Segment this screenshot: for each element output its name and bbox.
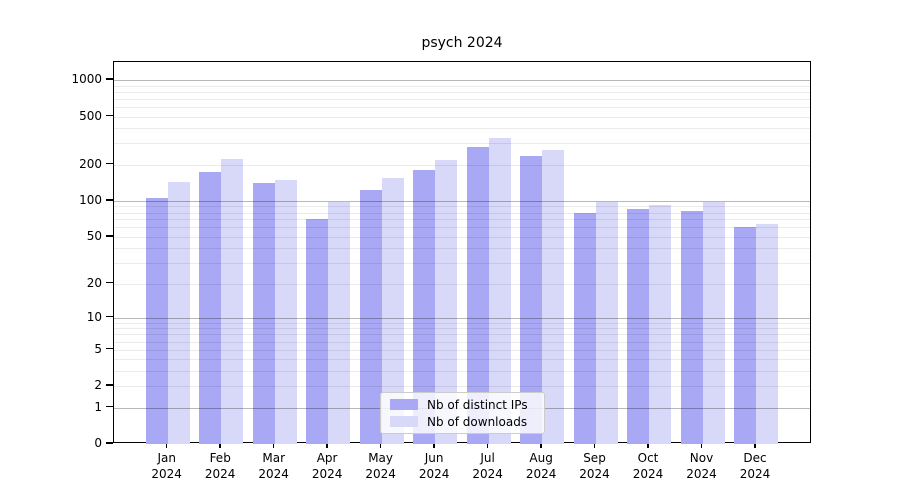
y-tick-label-2: 2	[94, 378, 102, 393]
y-tick-mark-1000	[106, 78, 113, 80]
bar-downloads-sep	[595, 202, 618, 444]
x-tick-mark-feb	[219, 443, 221, 448]
bar-downloads-jun	[435, 159, 458, 444]
bar-downloads-oct	[649, 205, 671, 444]
x-tick-label-jul: Jul 2024	[472, 451, 503, 481]
y-tick-label-1: 1	[94, 399, 102, 414]
legend-swatch-distinct-ips	[390, 399, 418, 410]
x-tick-label-dec: Dec 2024	[739, 451, 771, 481]
y-tick-mark-50	[106, 235, 113, 237]
bar-downloads-nov	[702, 201, 725, 444]
gridline-minor-300	[114, 143, 810, 145]
x-tick-mark-nov	[700, 443, 703, 448]
y-tick-mark-10	[106, 315, 113, 318]
x-tick-label-apr: Apr 2024	[311, 451, 343, 481]
x-tick-label-feb: Feb 2024	[204, 451, 236, 481]
y-tick-mark-1	[106, 405, 113, 408]
bar-downloads-dec	[756, 224, 778, 444]
bar-downloads-feb	[221, 159, 244, 444]
legend-entry-distinct-ips: Nb of distinct IPs	[390, 398, 535, 412]
bar-ips-dec	[734, 226, 756, 444]
y-tick-mark-20	[106, 281, 113, 284]
bar-downloads-mar	[274, 179, 297, 444]
x-tick-mark-may	[379, 443, 382, 448]
bar-downloads-aug	[542, 149, 565, 444]
chart-title: psych 2024	[421, 35, 503, 51]
y-tick-label-200: 200	[79, 156, 102, 171]
y-tick-mark-200	[106, 162, 113, 165]
gridline-minor-700	[114, 98, 810, 100]
bar-ips-nov	[680, 210, 703, 444]
y-tick-label-1000: 1000	[71, 72, 102, 86]
bar-ips-sep	[573, 212, 596, 444]
plot-area: Nb of distinct IPs Nb of downloads	[113, 61, 811, 444]
bar-ips-jan	[145, 198, 168, 444]
y-tick-label-5: 5	[94, 341, 102, 356]
y-tick-label-10: 10	[86, 309, 102, 324]
x-tick-label-nov: Nov 2024	[686, 451, 717, 481]
y-tick-mark-500	[106, 114, 113, 117]
bar-ips-aug	[520, 156, 543, 444]
y-tick-label-100: 100	[79, 192, 102, 207]
x-tick-mark-mar	[272, 443, 275, 448]
bar-ips-oct	[627, 208, 649, 444]
bar-ips-mar	[252, 182, 275, 444]
bar-downloads-apr	[328, 201, 351, 444]
bar-ips-jul	[466, 146, 489, 444]
bar-ips-feb	[199, 171, 222, 444]
x-tick-mark-oct	[647, 443, 649, 448]
legend-label-downloads: Nb of downloads	[427, 414, 528, 429]
y-tick-label-20: 20	[86, 275, 102, 290]
x-tick-mark-dec	[754, 443, 756, 448]
gridline-minor-400	[114, 128, 810, 130]
x-tick-label-may: May 2024	[365, 451, 396, 481]
x-tick-label-mar: Mar 2024	[258, 451, 289, 481]
x-tick-label-oct: Oct 2024	[632, 451, 664, 481]
legend: Nb of distinct IPs Nb of downloads	[380, 392, 545, 434]
gridline-major-1000	[114, 80, 810, 81]
y-tick-label-50: 50	[86, 228, 102, 243]
bar-downloads-jul	[488, 138, 511, 444]
gridline-minor-200	[114, 164, 810, 166]
gridline-minor-600	[114, 106, 810, 108]
x-tick-mark-sep	[593, 443, 596, 448]
y-tick-label-0: 0	[94, 436, 102, 450]
bar-downloads-jan	[167, 182, 190, 444]
bar-ips-may	[359, 190, 382, 444]
x-tick-label-jun: Jun 2024	[418, 451, 450, 481]
bar-ips-jun	[413, 169, 436, 444]
y-tick-mark-0	[106, 442, 113, 444]
gridline-minor-500	[114, 116, 810, 118]
x-tick-mark-jun	[433, 443, 435, 448]
x-tick-mark-jan	[165, 443, 168, 448]
x-tick-label-aug: Aug 2024	[525, 451, 557, 481]
legend-label-distinct-ips: Nb of distinct IPs	[427, 397, 528, 412]
gridline-minor-900	[114, 85, 810, 87]
legend-swatch-downloads	[390, 416, 418, 427]
gridline-minor-800	[114, 91, 810, 93]
y-tick-label-500: 500	[79, 108, 102, 123]
x-tick-label-jan: Jan 2024	[151, 451, 182, 481]
y-tick-mark-2	[106, 384, 113, 386]
bar-downloads-may	[381, 178, 404, 444]
bar-ips-apr	[306, 219, 329, 444]
legend-entry-downloads: Nb of downloads	[390, 415, 535, 429]
y-tick-mark-5	[106, 347, 113, 350]
y-tick-mark-100	[106, 199, 113, 201]
x-tick-label-sep: Sep 2024	[579, 451, 610, 481]
x-tick-mark-apr	[326, 443, 328, 448]
x-tick-mark-aug	[540, 443, 542, 448]
x-tick-mark-jul	[486, 443, 489, 448]
